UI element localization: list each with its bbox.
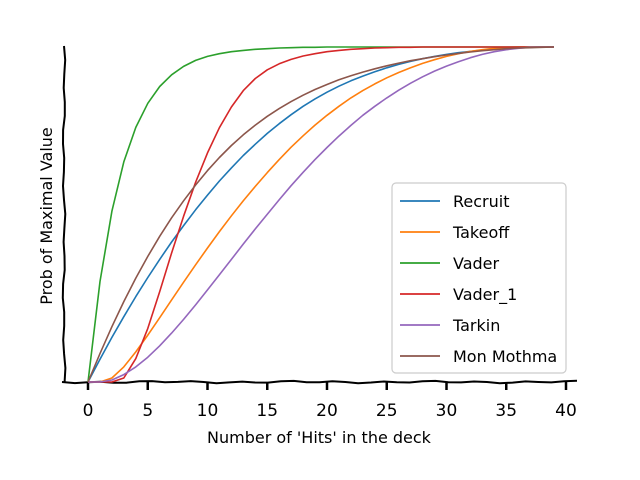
legend-item: Takeoff [400, 223, 510, 242]
legend-label: Recruit [453, 192, 509, 211]
legend-item: Vader_1 [400, 285, 517, 305]
x-tick-label: 0 [83, 401, 94, 421]
x-ticks: 0 5 10 15 20 25 30 35 40 [83, 382, 577, 421]
series-lines [87, 46, 555, 383]
x-axis-label: Number of 'Hits' in the deck [207, 428, 432, 447]
y-axis [61, 45, 67, 383]
legend-item: Tarkin [400, 316, 500, 335]
plot-area: 0 5 10 15 20 25 30 35 40 [61, 45, 578, 421]
series-line-mon-mothma [87, 46, 555, 383]
legend-box [391, 182, 567, 374]
x-tick-label: 35 [495, 401, 517, 421]
x-tick-label: 15 [256, 401, 278, 421]
legend-item: Mon Mothma [400, 347, 557, 366]
legend: Recruit Takeoff Vader Vader_1 Tarkin Mon Moth… [391, 182, 567, 374]
series-line-tarkin [88, 46, 554, 383]
x-axis [61, 379, 578, 385]
x-tick-label: 25 [376, 401, 398, 421]
x-tick-label: 5 [142, 401, 153, 421]
legend-item: Vader [400, 254, 500, 273]
legend-items: Recruit Takeoff Vader Vader_1 Tarkin Mon Moth… [400, 192, 557, 366]
legend-label: Vader [453, 254, 500, 273]
y-axis-label: Prob of Maximal Value [37, 127, 56, 305]
legend-label: Takeoff [452, 223, 510, 242]
x-tick-label: 40 [555, 401, 577, 421]
legend-label: Mon Mothma [453, 347, 557, 366]
x-tick-label: 20 [316, 401, 338, 421]
x-tick-label: 10 [197, 401, 219, 421]
x-tick-label: 30 [436, 401, 458, 421]
legend-label: Vader_1 [453, 285, 517, 305]
legend-item: Recruit [400, 192, 509, 211]
series-line-vader-1 [88, 46, 554, 383]
legend-label: Tarkin [452, 316, 500, 335]
